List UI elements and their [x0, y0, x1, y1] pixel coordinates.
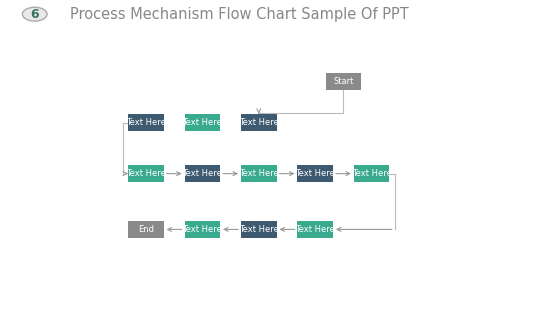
- Text: Text Here: Text Here: [295, 169, 335, 178]
- Text: 6: 6: [30, 8, 39, 21]
- FancyBboxPatch shape: [241, 221, 277, 238]
- FancyBboxPatch shape: [297, 165, 333, 182]
- Text: Text Here: Text Here: [239, 169, 279, 178]
- FancyBboxPatch shape: [185, 165, 220, 182]
- Text: Text Here: Text Here: [239, 225, 279, 234]
- Text: Process Mechanism Flow Chart Sample Of PPT: Process Mechanism Flow Chart Sample Of P…: [70, 7, 409, 22]
- Text: Start: Start: [333, 77, 353, 86]
- Text: Text Here: Text Here: [239, 118, 279, 127]
- Text: End: End: [138, 225, 154, 234]
- FancyBboxPatch shape: [185, 114, 220, 131]
- Text: Text Here: Text Here: [126, 118, 166, 127]
- FancyBboxPatch shape: [128, 114, 164, 131]
- FancyBboxPatch shape: [128, 221, 164, 238]
- FancyBboxPatch shape: [185, 221, 220, 238]
- Text: Text Here: Text Here: [183, 225, 222, 234]
- Text: Text Here: Text Here: [183, 169, 222, 178]
- FancyBboxPatch shape: [241, 114, 277, 131]
- FancyBboxPatch shape: [241, 165, 277, 182]
- Text: Text Here: Text Here: [183, 118, 222, 127]
- FancyBboxPatch shape: [128, 165, 164, 182]
- FancyBboxPatch shape: [354, 165, 389, 182]
- Text: Text Here: Text Here: [295, 225, 335, 234]
- Text: Text Here: Text Here: [126, 169, 166, 178]
- Text: Text Here: Text Here: [352, 169, 391, 178]
- FancyBboxPatch shape: [325, 73, 361, 90]
- FancyBboxPatch shape: [297, 221, 333, 238]
